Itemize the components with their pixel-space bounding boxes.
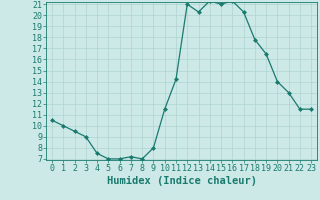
- X-axis label: Humidex (Indice chaleur): Humidex (Indice chaleur): [107, 176, 257, 186]
